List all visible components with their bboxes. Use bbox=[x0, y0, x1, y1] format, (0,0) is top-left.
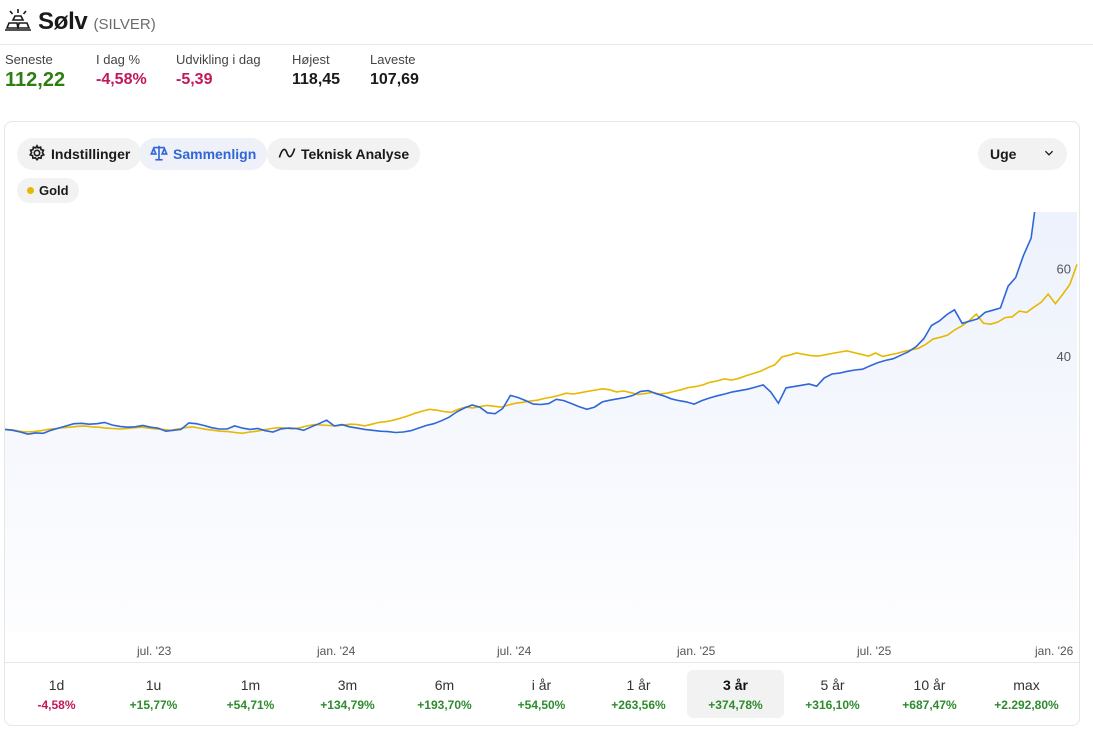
range-button[interactable]: max +2.292,80% bbox=[978, 670, 1075, 718]
compare-button[interactable]: Sammenlign bbox=[139, 138, 268, 170]
stat-label: Laveste bbox=[370, 52, 416, 67]
scale-icon bbox=[150, 144, 168, 165]
ticker-symbol: (SILVER) bbox=[93, 15, 156, 33]
silver-series-line bbox=[5, 122, 1065, 436]
range-label: 1 år bbox=[626, 676, 651, 693]
settings-button[interactable]: Indstillinger bbox=[17, 138, 142, 170]
technical-analysis-button[interactable]: Teknisk Analyse bbox=[267, 138, 421, 170]
period-select[interactable]: Uge bbox=[978, 138, 1067, 170]
trend-line-icon bbox=[278, 144, 296, 165]
stat-high: Højest 118,45 bbox=[292, 52, 370, 92]
range-button[interactable]: 1d -4,58% bbox=[8, 670, 105, 718]
range-change: +2.292,80% bbox=[994, 697, 1059, 712]
stat-value: 107,69 bbox=[370, 71, 419, 88]
x-tick-label: jul. '24 bbox=[497, 644, 532, 658]
range-label: 1d bbox=[48, 676, 65, 693]
range-change: -4,58% bbox=[37, 697, 76, 712]
range-change: +263,56% bbox=[611, 697, 666, 712]
quote-stats: Seneste 112,22 I dag % -4,58% Udvikling … bbox=[5, 52, 450, 92]
range-label: 1u bbox=[145, 676, 162, 693]
silver-area bbox=[5, 122, 1077, 632]
stat-value: -4,58% bbox=[96, 71, 147, 88]
silver-bars-icon bbox=[4, 8, 32, 37]
range-selector: 1d -4,58% 1u +15,77% 1m +54,71% 3m +134,79% 6m +1… bbox=[5, 662, 1079, 725]
chevron-down-icon bbox=[1043, 146, 1055, 162]
stat-value: 112,22 bbox=[5, 69, 66, 91]
range-button[interactable]: 1m +54,71% bbox=[202, 670, 299, 718]
range-label: 1m bbox=[240, 676, 261, 693]
range-label: 3 år bbox=[723, 676, 748, 693]
stat-label: Udvikling i dag bbox=[176, 52, 261, 67]
stat-label: Seneste bbox=[5, 52, 53, 67]
range-label: 10 år bbox=[913, 676, 946, 693]
page-title: Sølv bbox=[38, 8, 88, 35]
range-label: max bbox=[1013, 676, 1040, 693]
range-button[interactable]: 3 år +374,78% bbox=[687, 670, 784, 718]
compare-chip-label: Gold bbox=[39, 183, 69, 198]
stat-latest: Seneste 112,22 bbox=[5, 52, 96, 92]
range-button[interactable]: 10 år +687,47% bbox=[881, 670, 978, 718]
x-tick-label: jan. '26 bbox=[1035, 644, 1074, 658]
range-label: 3m bbox=[337, 676, 358, 693]
technical-analysis-label: Teknisk Analyse bbox=[301, 146, 410, 162]
stat-label: Højest bbox=[292, 52, 330, 67]
range-button[interactable]: 3m +134,79% bbox=[299, 670, 396, 718]
stat-change-today: Udvikling i dag -5,39 bbox=[176, 52, 292, 92]
x-tick-label: jan. '25 bbox=[677, 644, 716, 658]
range-change: +134,79% bbox=[320, 697, 375, 712]
range-label: i år bbox=[531, 676, 552, 693]
x-tick-label: jul. '23 bbox=[137, 644, 172, 658]
range-change: +193,70% bbox=[417, 697, 472, 712]
gear-icon bbox=[28, 143, 46, 165]
stat-today-pct: I dag % -4,58% bbox=[96, 52, 176, 92]
range-button[interactable]: 1u +15,77% bbox=[105, 670, 202, 718]
range-change: +54,50% bbox=[517, 697, 566, 712]
chart-card: Indstillinger Sammenlign Teknisk Analyse… bbox=[4, 121, 1080, 726]
range-change: +316,10% bbox=[805, 697, 860, 712]
x-tick-label: jan. '24 bbox=[317, 644, 356, 658]
stat-low: Laveste 107,69 bbox=[370, 52, 450, 92]
compare-chip-gold[interactable]: Gold bbox=[17, 178, 79, 203]
chart-svg: 100806040 bbox=[5, 122, 1078, 632]
stat-value: 118,45 bbox=[292, 71, 341, 88]
range-change: +374,78% bbox=[708, 697, 763, 712]
period-value: Uge bbox=[990, 146, 1017, 162]
range-change: +54,71% bbox=[226, 697, 275, 712]
range-change: +15,77% bbox=[129, 697, 178, 712]
gold-dot-icon bbox=[27, 187, 34, 194]
range-button[interactable]: 5 år +316,10% bbox=[784, 670, 881, 718]
range-button[interactable]: i år +54,50% bbox=[493, 670, 590, 718]
settings-label: Indstillinger bbox=[51, 146, 131, 162]
range-label: 6m bbox=[434, 676, 455, 693]
x-tick-label: jul. '25 bbox=[857, 644, 892, 658]
range-label: 5 år bbox=[820, 676, 845, 693]
stat-label: I dag % bbox=[96, 52, 141, 67]
price-chart[interactable]: 100806040 jul. '23 jan. '24 jul. '24 jan… bbox=[5, 122, 1079, 662]
range-button[interactable]: 6m +193,70% bbox=[396, 670, 493, 718]
range-button[interactable]: 1 år +263,56% bbox=[590, 670, 687, 718]
stat-value: -5,39 bbox=[176, 71, 213, 88]
header-divider bbox=[0, 44, 1093, 45]
page-header: Sølv (SILVER) bbox=[4, 4, 156, 40]
compare-label: Sammenlign bbox=[173, 146, 257, 162]
range-change: +687,47% bbox=[902, 697, 957, 712]
